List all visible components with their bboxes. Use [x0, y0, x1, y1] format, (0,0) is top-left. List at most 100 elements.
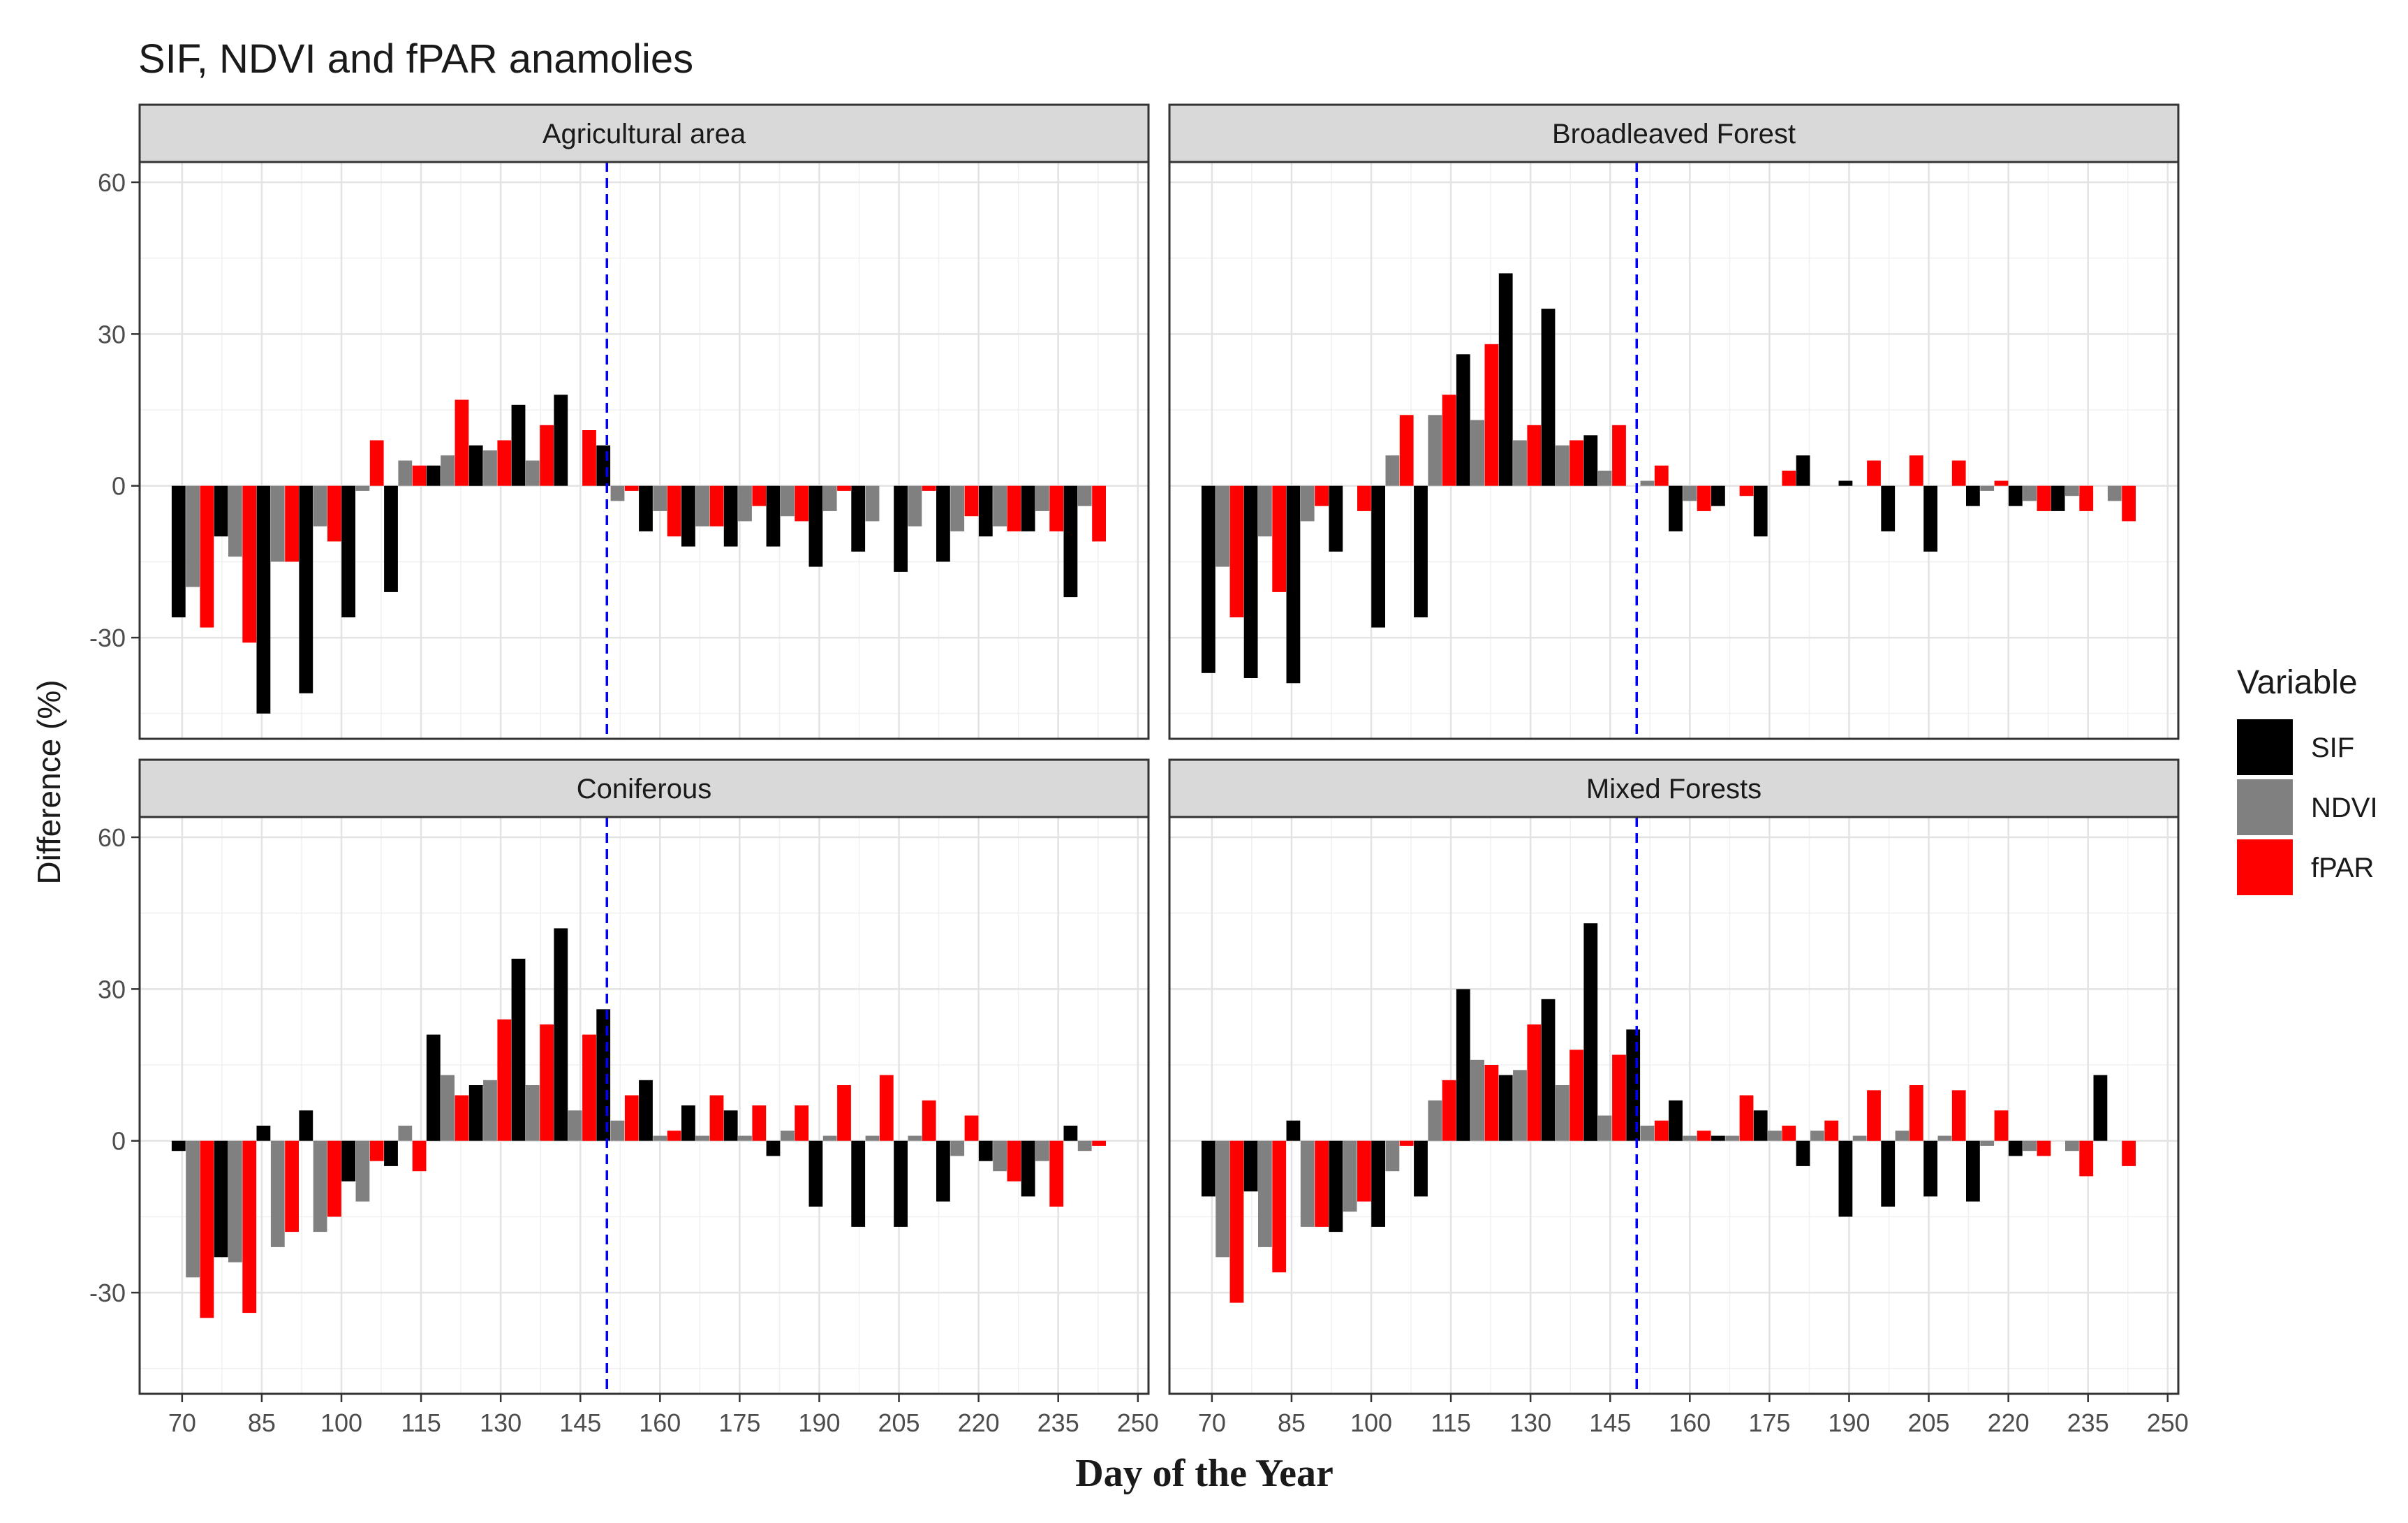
bar-coniferous-ndvi-day-232 [1035, 1140, 1049, 1161]
bar-agricultural-area-ndvi-day-176 [738, 485, 752, 522]
bar-agricultural-area-ndvi-day-200 [865, 485, 880, 522]
bar-agricultural-area-sif-day-128 [468, 445, 483, 486]
strip-mixed-forests [1168, 758, 2180, 818]
bar-coniferous-ndvi-day-200 [865, 1135, 880, 1141]
bar-mixed-forests-fpar-day-88 [1315, 1140, 1329, 1227]
strip-agricultural-area [138, 103, 1150, 163]
bar-broadleaved-forest-sif-day-160 [1669, 485, 1683, 531]
bar-broadleaved-forest-ndvi-day-160 [1683, 485, 1697, 501]
panel-border-agricultural-area [138, 161, 1150, 740]
bar-agricultural-area-fpar-day-168 [709, 485, 724, 527]
bar-coniferous-ndvi-day-144 [568, 1110, 582, 1141]
y-tick-label: 30 [98, 320, 126, 348]
bar-agricultural-area-ndvi-day-240 [1077, 485, 1092, 506]
bar-broadleaved-forest-ndvi-day-112 [1428, 415, 1442, 486]
bar-coniferous-ndvi-day-112 [398, 1126, 413, 1141]
bar-coniferous-fpar-day-152 [624, 1095, 639, 1141]
bar-broadleaved-forest-ndvi-day-72 [1216, 485, 1229, 567]
bar-mixed-forests-ndvi-day-136 [1555, 1085, 1569, 1141]
panel-agricultural-area: Agricultural area [138, 103, 1150, 740]
bar-agricultural-area-fpar-day-128 [497, 440, 512, 486]
bar-coniferous-sif-day-112 [384, 1140, 398, 1166]
bar-mixed-forests-fpar-day-128 [1527, 1024, 1542, 1141]
x-tick-label: 175 [1748, 1408, 1790, 1437]
bar-coniferous-fpar-day-176 [752, 1105, 767, 1141]
x-tick-label: 145 [559, 1408, 601, 1437]
bar-coniferous-fpar-day-192 [837, 1085, 851, 1141]
bar-broadleaved-forest-sif-day-216 [1966, 485, 1980, 506]
bar-coniferous-ndvi-day-96 [313, 1140, 327, 1233]
bar-agricultural-area-sif-day-200 [851, 485, 866, 552]
bar-coniferous-fpar-day-200 [879, 1075, 894, 1141]
facet-panels: Agricultural area Broadleaved Forest Conif… [138, 103, 2180, 1395]
bar-agricultural-area-ndvi-day-120 [441, 455, 455, 486]
bar-mixed-forests-sif-day-208 [1923, 1140, 1937, 1197]
bar-broadleaved-forest-sif-day-88 [1286, 485, 1301, 684]
bar-agricultural-area-ndvi-day-80 [228, 485, 242, 557]
bar-mixed-forests-fpar-day-104 [1399, 1140, 1414, 1146]
panel-border-coniferous [138, 816, 1150, 1395]
bar-mixed-forests-sif-day-224 [2008, 1140, 2023, 1156]
bar-agricultural-area-fpar-day-192 [837, 485, 851, 491]
panel-coniferous: Coniferous [138, 758, 1150, 1395]
bar-coniferous-ndvi-day-240 [1077, 1140, 1092, 1152]
bar-broadleaved-forest-sif-day-104 [1371, 485, 1385, 628]
bar-coniferous-sif-day-176 [723, 1110, 738, 1141]
legend-key-sif [2237, 719, 2293, 775]
bar-coniferous-ndvi-day-88 [270, 1140, 285, 1247]
panel-border-broadleaved-forest [1168, 161, 2180, 740]
bar-coniferous-fpar-day-112 [412, 1140, 427, 1172]
bar-coniferous-fpar-day-232 [1049, 1140, 1064, 1207]
bar-broadleaved-forest-fpar-day-176 [1782, 471, 1796, 486]
bar-broadleaved-forest-ndvi-day-216 [1980, 485, 1995, 491]
bar-mixed-forests-ndvi-day-208 [1937, 1135, 1952, 1141]
bar-broadleaved-forest-sif-day-200 [1881, 485, 1896, 531]
bar-coniferous-ndvi-day-128 [483, 1080, 497, 1141]
bar-coniferous-ndvi-day-184 [781, 1131, 795, 1141]
bar-coniferous-fpar-day-208 [922, 1100, 936, 1141]
bar-mixed-forests-ndvi-day-144 [1597, 1115, 1612, 1141]
bar-coniferous-sif-day-216 [936, 1140, 950, 1202]
strip-broadleaved-forest [1168, 103, 2180, 163]
bar-coniferous-ndvi-day-176 [738, 1135, 752, 1141]
x-tick-label: 235 [1037, 1408, 1079, 1437]
x-tick-label: 100 [320, 1408, 362, 1437]
y-tick-label: 30 [98, 975, 126, 1003]
bar-broadleaved-forest-fpar-day-208 [1951, 460, 1966, 486]
bar-coniferous-sif-day-128 [468, 1085, 483, 1141]
bar-agricultural-area-sif-day-232 [1021, 485, 1035, 531]
bar-agricultural-area-ndvi-day-160 [653, 485, 667, 511]
bar-mixed-forests-fpar-day-208 [1951, 1090, 1966, 1141]
bar-coniferous-ndvi-day-152 [610, 1120, 625, 1141]
bar-broadleaved-forest-fpar-day-104 [1399, 415, 1414, 486]
bar-agricultural-area-ndvi-day-184 [781, 485, 795, 517]
x-tick-label: 190 [798, 1408, 840, 1437]
bar-coniferous-fpar-day-128 [497, 1019, 512, 1141]
bar-broadleaved-forest-sif-day-136 [1541, 309, 1556, 486]
panel-mixed-forests: Mixed Forests [1168, 758, 2180, 1395]
bar-broadleaved-forest-fpar-day-216 [1994, 480, 2009, 486]
bar-agricultural-area-sif-day-72 [171, 485, 186, 618]
bar-mixed-forests-sif-day-112 [1414, 1140, 1428, 1197]
bar-agricultural-area-fpar-day-104 [369, 440, 384, 486]
x-tick-label: 250 [1117, 1408, 1159, 1437]
y-tick-label: 0 [112, 1127, 126, 1156]
x-tick-label: 220 [1988, 1408, 2030, 1437]
bar-broadleaved-forest-fpar-day-232 [2079, 485, 2094, 511]
legend-label-ndvi: NDVI [2311, 793, 2378, 823]
bar-coniferous-sif-day-200 [851, 1140, 866, 1227]
bar-broadleaved-forest-sif-day-184 [1796, 455, 1810, 486]
bar-broadleaved-forest-sif-day-208 [1923, 485, 1937, 552]
bar-mixed-forests-sif-day-72 [1201, 1140, 1216, 1197]
bar-mixed-forests-sif-day-80 [1243, 1140, 1258, 1192]
bar-mixed-forests-sif-day-176 [1753, 1110, 1768, 1141]
bar-mixed-forests-sif-day-160 [1669, 1100, 1683, 1141]
bar-broadleaved-forest-fpar-day-112 [1442, 395, 1456, 486]
bar-agricultural-area-sif-day-136 [511, 404, 526, 486]
bar-coniferous-fpar-day-184 [795, 1105, 809, 1141]
bar-coniferous-sif-day-240 [1063, 1126, 1078, 1141]
y-tick-label: 60 [98, 823, 126, 852]
bar-mixed-forests-fpar-day-224 [2037, 1140, 2051, 1156]
bar-mixed-forests-fpar-day-192 [1867, 1090, 1881, 1141]
